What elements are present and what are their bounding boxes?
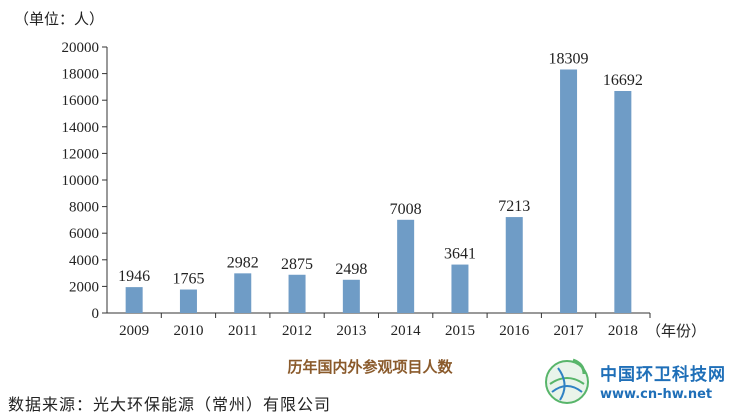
globe-logo-icon: [545, 358, 589, 404]
data-label-2015: 3641: [444, 246, 476, 263]
y-tick-label: 12000: [62, 146, 100, 162]
bar-2015: [451, 264, 469, 313]
bar-2012: [288, 274, 306, 313]
bar-2010: [179, 289, 197, 313]
x-tick-label-2010: 2010: [173, 323, 203, 339]
y-tick-label: 14000: [62, 120, 100, 136]
bars: 1946 1765 2982 2875 2498 7008 3641 7213 18309 166…: [118, 50, 643, 314]
bar-2011: [234, 273, 252, 313]
data-label-2017: 18309: [549, 50, 589, 67]
x-unit-label: （年份）: [646, 322, 706, 340]
x-tick-label-2009: 2009: [119, 323, 149, 339]
data-label-2009: 1946: [118, 268, 150, 285]
bar-2013: [342, 279, 360, 313]
bar-2014: [397, 219, 415, 313]
x-tick-label-2015: 2015: [445, 323, 475, 339]
data-label-2018: 16692: [603, 72, 643, 89]
data-source: 数据来源：光大环保能源（常州）有限公司: [8, 395, 332, 414]
x-tick-label-2013: 2013: [336, 323, 366, 339]
x-tick-label-2011: 2011: [228, 323, 257, 339]
watermark-name: 中国环卫科技网: [600, 365, 726, 385]
bar-2016: [505, 217, 523, 313]
y-tick-label: 2000: [69, 279, 99, 295]
y-tick-label: 16000: [62, 93, 100, 109]
y-tick-label: 8000: [69, 200, 99, 216]
x-tick-label-2012: 2012: [282, 323, 312, 339]
bar-2017: [560, 69, 578, 314]
data-label-2014: 7008: [390, 201, 422, 218]
chart-title: 历年国内外参观项目人数: [287, 358, 453, 376]
data-label-2012: 2875: [281, 256, 313, 273]
x-tick-label-2014: 2014: [391, 323, 422, 339]
x-tick-label-2016: 2016: [499, 323, 530, 339]
data-label-2013: 2498: [335, 261, 367, 278]
y-unit-label: （单位：人）: [14, 10, 104, 28]
y-tick-label: 10000: [62, 173, 100, 189]
y-tick-label: 20000: [62, 40, 100, 56]
data-label-2011: 2982: [227, 254, 259, 271]
y-tick-label: 0: [92, 306, 100, 322]
x-axis: 2009 2010 2011 2012 2013 2014 2015 2016 2017 2018: [107, 312, 651, 339]
y-tick-label: 18000: [62, 67, 100, 83]
bar-2018: [614, 90, 632, 313]
y-axis: 0 2000 4000 6000 8000 10000 12000 14000 16000 180…: [62, 40, 108, 322]
watermark-url: www.cn-hw.net: [600, 387, 713, 402]
y-tick-label: 4000: [69, 253, 99, 269]
bar-2009: [125, 287, 143, 313]
watermark: 中国环卫科技网 www.cn-hw.net: [540, 352, 745, 410]
data-label-2010: 1765: [172, 271, 204, 288]
data-label-2016: 7213: [498, 198, 530, 215]
y-tick-label: 6000: [69, 226, 99, 242]
x-tick-label-2018: 2018: [608, 323, 638, 339]
x-tick-label-2017: 2017: [554, 323, 585, 339]
